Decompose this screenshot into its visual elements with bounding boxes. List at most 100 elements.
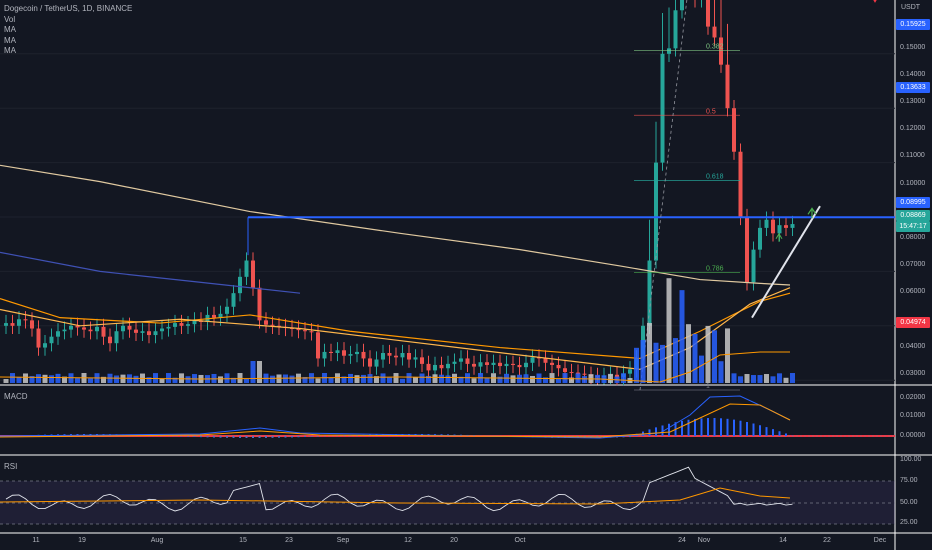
candle-body [647, 260, 652, 326]
ma-50-line [0, 292, 791, 360]
fib-level-label: 0.5 [706, 108, 716, 115]
volume-bar [276, 374, 282, 383]
candle-body [218, 313, 223, 318]
legend-item-ma-1[interactable]: MA [4, 25, 16, 34]
y-tick: 0.11000 [900, 152, 925, 159]
candle-body [257, 287, 262, 321]
volume-bar [49, 375, 54, 383]
chart-legend: Dogecoin / TetherUS, 1D, BINANCE Vol MA … [4, 4, 132, 57]
volume-bar [75, 378, 80, 383]
candle-body [712, 26, 717, 38]
volume-bar [289, 375, 295, 383]
fib-level-label: 0.618 [706, 174, 724, 181]
volume-bar [179, 373, 184, 383]
candle-body [62, 329, 67, 332]
volume-bar [315, 378, 321, 383]
y-tick: 0.03000 [900, 370, 926, 377]
volume-bar [679, 290, 685, 383]
candle-body [758, 227, 762, 250]
volume-bar [432, 374, 438, 383]
legend-item-ma-2[interactable]: MA [4, 35, 16, 45]
candle-body [10, 323, 15, 326]
candle-body [114, 331, 119, 344]
macd-pane-title[interactable]: MACD [4, 392, 28, 401]
x-tick: Oct [514, 537, 526, 544]
candle-body [420, 357, 424, 364]
candle-body [576, 372, 580, 374]
candle-body [30, 320, 34, 329]
volume-bar [673, 338, 678, 383]
price-label-0-15925: 0.15925 [896, 19, 930, 30]
volume-bar [250, 361, 256, 383]
volume-bar [153, 373, 158, 383]
volume-bar [744, 374, 750, 383]
volume-bar [783, 377, 789, 383]
volume-bar [575, 373, 581, 383]
candle-body [673, 10, 678, 49]
x-tick: Aug [150, 537, 164, 544]
volume-bar [10, 373, 15, 383]
candle-body [524, 362, 528, 368]
volume-bar [159, 378, 165, 383]
volume-bar [55, 373, 61, 383]
candle-body [361, 351, 366, 359]
volume-bar [452, 373, 457, 383]
candle-body [654, 162, 658, 261]
candle-body [485, 362, 489, 365]
candle-body [439, 364, 444, 369]
x-tick: Dec [873, 537, 887, 544]
candle-body [264, 320, 268, 325]
volume-bar [562, 373, 568, 383]
candle-body [381, 353, 385, 360]
volume-bar [458, 376, 464, 383]
volume-bar [146, 377, 152, 383]
volume-bar [497, 376, 503, 383]
candle-body [43, 343, 47, 348]
x-tick: 11 [32, 537, 40, 544]
candle-body [153, 331, 158, 336]
legend-item-vol[interactable]: Vol [4, 14, 16, 24]
volume-bar [29, 376, 35, 383]
candle-body [69, 325, 73, 330]
symbol-title[interactable]: Dogecoin / TetherUS, 1D, BINANCE [4, 4, 133, 13]
fib-level-label: 0.382 [706, 44, 724, 51]
candle-body [348, 354, 353, 356]
rsi-pane-title[interactable]: RSI [4, 462, 18, 471]
volume-bar [387, 377, 392, 383]
candle-body [413, 357, 418, 360]
candle-body [504, 363, 509, 367]
candle-body [725, 64, 730, 109]
volume-bar [634, 347, 639, 383]
volume-bar [757, 375, 763, 383]
price-label-0-08995: 0.08995 [896, 197, 930, 208]
candle-body [322, 351, 327, 359]
candle-body [75, 325, 80, 328]
volume-bar [419, 373, 425, 383]
y-tick: 0.07000 [900, 261, 926, 268]
volume-bar [569, 377, 574, 383]
volume-bar [354, 375, 360, 383]
volume-bar [3, 379, 9, 383]
rsi-band [0, 481, 895, 524]
candle-body [140, 331, 145, 333]
candle-body [426, 363, 431, 371]
candle-body [374, 359, 379, 367]
volume-bar [764, 374, 769, 383]
volume-bar [185, 376, 191, 383]
x-tick: Sep [336, 537, 350, 544]
candle-body [790, 224, 795, 228]
x-tick: 20 [450, 537, 458, 544]
candle-body [784, 225, 788, 228]
rsi-tick: 100.00 [900, 456, 922, 463]
candle-body [36, 328, 41, 348]
volume-bar [471, 378, 477, 383]
candle-body [95, 326, 99, 332]
candle-body [17, 319, 21, 326]
candle-body [680, 0, 684, 11]
legend-item-ma-3[interactable]: MA [4, 46, 16, 55]
candle-body [394, 355, 398, 358]
volume-bar [36, 374, 41, 383]
x-tick: Nov [697, 537, 711, 544]
volume-bar [770, 376, 776, 383]
